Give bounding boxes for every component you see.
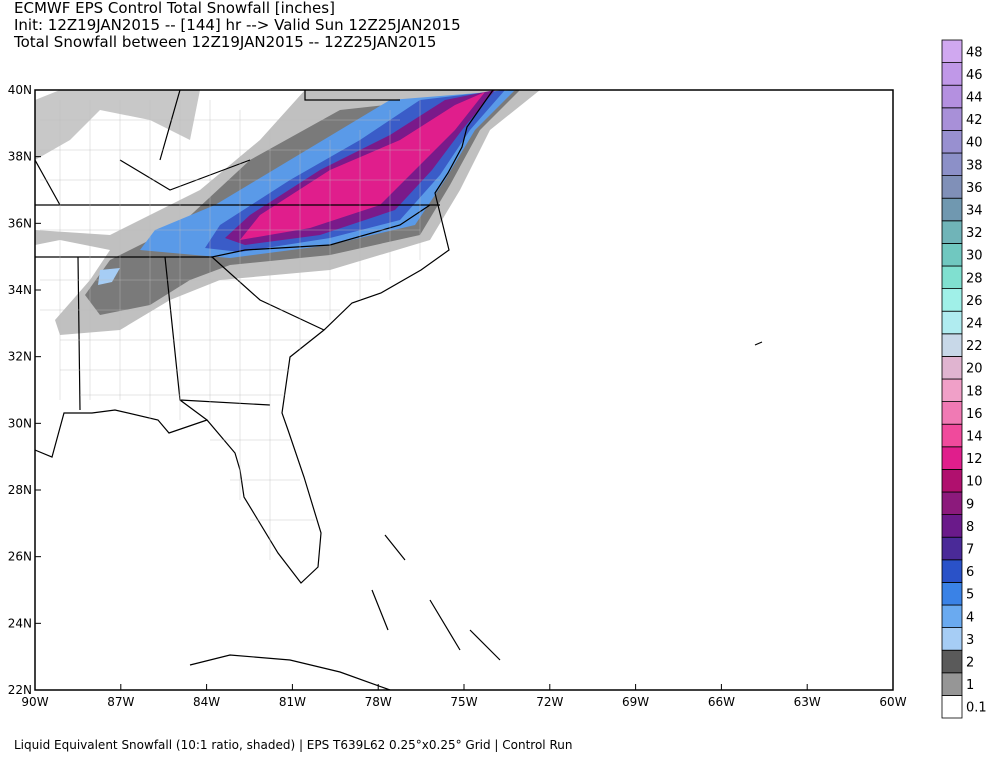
colorbar-label: 6 xyxy=(966,565,974,580)
colorbar-label: 1 xyxy=(966,678,974,693)
lon-label: 60W xyxy=(879,695,906,709)
lat-label: 34N xyxy=(8,283,32,297)
colorbar-label: 24 xyxy=(966,317,983,332)
colorbar-swatch xyxy=(941,265,963,290)
snow-area xyxy=(240,92,485,240)
lat-label: 32N xyxy=(8,350,32,364)
colorbar-swatch xyxy=(941,604,963,629)
colorbar-swatch xyxy=(941,242,963,267)
colorbar-swatch xyxy=(941,695,963,719)
colorbar-swatch xyxy=(941,627,963,651)
colorbar-label: 48 xyxy=(966,45,983,60)
coastline xyxy=(35,90,494,584)
lon-label: 72W xyxy=(536,695,563,709)
colorbar-label: 12 xyxy=(966,452,983,467)
colorbar-swatch xyxy=(941,401,963,425)
lat-label: 26N xyxy=(8,550,32,564)
lon-label: 87W xyxy=(107,695,134,709)
colorbar-swatch xyxy=(941,107,963,131)
map xyxy=(34,89,894,691)
colorbar-label: 26 xyxy=(966,294,983,309)
colorbar-swatch xyxy=(941,514,963,538)
colorbar-label: 16 xyxy=(966,407,983,422)
colorbar-label: 32 xyxy=(966,226,983,241)
lon-label: 75W xyxy=(450,695,477,709)
colorbar-swatch xyxy=(941,536,963,561)
snow-shading xyxy=(35,90,540,335)
colorbar-swatch xyxy=(941,39,963,64)
borders xyxy=(35,90,763,690)
colorbar-swatch xyxy=(941,152,963,177)
colorbar-label: 10 xyxy=(966,475,983,490)
colorbar-swatch xyxy=(941,491,963,516)
colorbar-label: 28 xyxy=(966,271,983,286)
colorbar-label: 18 xyxy=(966,384,983,399)
colorbar-swatch xyxy=(941,468,963,493)
colorbar-swatch xyxy=(941,355,963,380)
title-line: ECMWF EPS Control Total Snowfall [inches… xyxy=(14,0,335,17)
colorbar-label: 14 xyxy=(966,430,983,445)
snow-area xyxy=(35,90,200,160)
colorbar-label: 38 xyxy=(966,158,983,173)
colorbar-label: 42 xyxy=(966,113,983,128)
lat-label: 30N xyxy=(8,416,32,430)
colorbar-label: 20 xyxy=(966,362,983,377)
colorbar-label: 30 xyxy=(966,249,983,264)
lat-label: 28N xyxy=(8,483,32,497)
lon-label: 66W xyxy=(708,695,735,709)
colorbar-swatch xyxy=(941,672,963,696)
colorbar-swatch xyxy=(941,423,963,448)
island-outline xyxy=(189,341,763,690)
lon-label: 84W xyxy=(193,695,220,709)
colorbar-label: 5 xyxy=(966,588,974,603)
colorbar-label: 34 xyxy=(966,204,983,219)
colorbar-swatch xyxy=(941,175,963,199)
colorbar-label: 3 xyxy=(966,633,974,648)
lat-label: 40N xyxy=(8,83,32,97)
colorbar-label: 4 xyxy=(966,610,974,625)
lon-label: 81W xyxy=(279,695,306,709)
lon-label: 69W xyxy=(622,695,649,709)
colorbar-swatch xyxy=(941,129,963,154)
lat-label: 36N xyxy=(8,216,32,230)
title-line: Total Snowfall between 12Z19JAN2015 -- 1… xyxy=(13,33,436,51)
colorbar-label: 36 xyxy=(966,181,983,196)
colorbar-label: 0.1 xyxy=(966,701,987,716)
colorbar-swatch xyxy=(941,333,963,357)
colorbar-swatch xyxy=(941,559,963,583)
colorbar-label: 7 xyxy=(966,543,974,558)
colorbar-swatch xyxy=(941,582,963,606)
snow-area xyxy=(98,268,120,285)
colorbar-swatch xyxy=(941,288,963,312)
lat-label: 38N xyxy=(8,150,32,164)
lon-label: 63W xyxy=(794,695,821,709)
colorbar-label: 22 xyxy=(966,339,983,354)
lon-label: 78W xyxy=(365,695,392,709)
footer: Liquid Equivalent Snowfall (10:1 ratio, … xyxy=(14,738,572,752)
colorbar-swatch xyxy=(941,197,963,222)
lat-label: 24N xyxy=(8,616,32,630)
colorbar-swatch xyxy=(941,84,963,109)
county-lines xyxy=(40,100,440,560)
colorbar-swatch xyxy=(941,310,963,335)
colorbar-label: 40 xyxy=(966,136,983,151)
colorbar-label: 46 xyxy=(966,68,983,83)
title-line: Init: 12Z19JAN2015 -- [144] hr --> Valid… xyxy=(14,16,461,34)
lon-label: 90W xyxy=(21,695,48,709)
colorbar-swatch xyxy=(941,446,963,470)
colorbar: 0.11234567891012141618202224262830323436… xyxy=(941,39,987,719)
colorbar-swatch xyxy=(941,649,963,674)
colorbar-label: 44 xyxy=(966,91,983,106)
lat-label: 22N xyxy=(8,683,32,697)
colorbar-swatch xyxy=(941,378,963,403)
colorbar-swatch xyxy=(941,62,963,86)
colorbar-label: 8 xyxy=(966,520,974,535)
colorbar-label: 2 xyxy=(966,656,974,671)
colorbar-swatch xyxy=(941,220,963,244)
colorbar-label: 9 xyxy=(966,497,974,512)
